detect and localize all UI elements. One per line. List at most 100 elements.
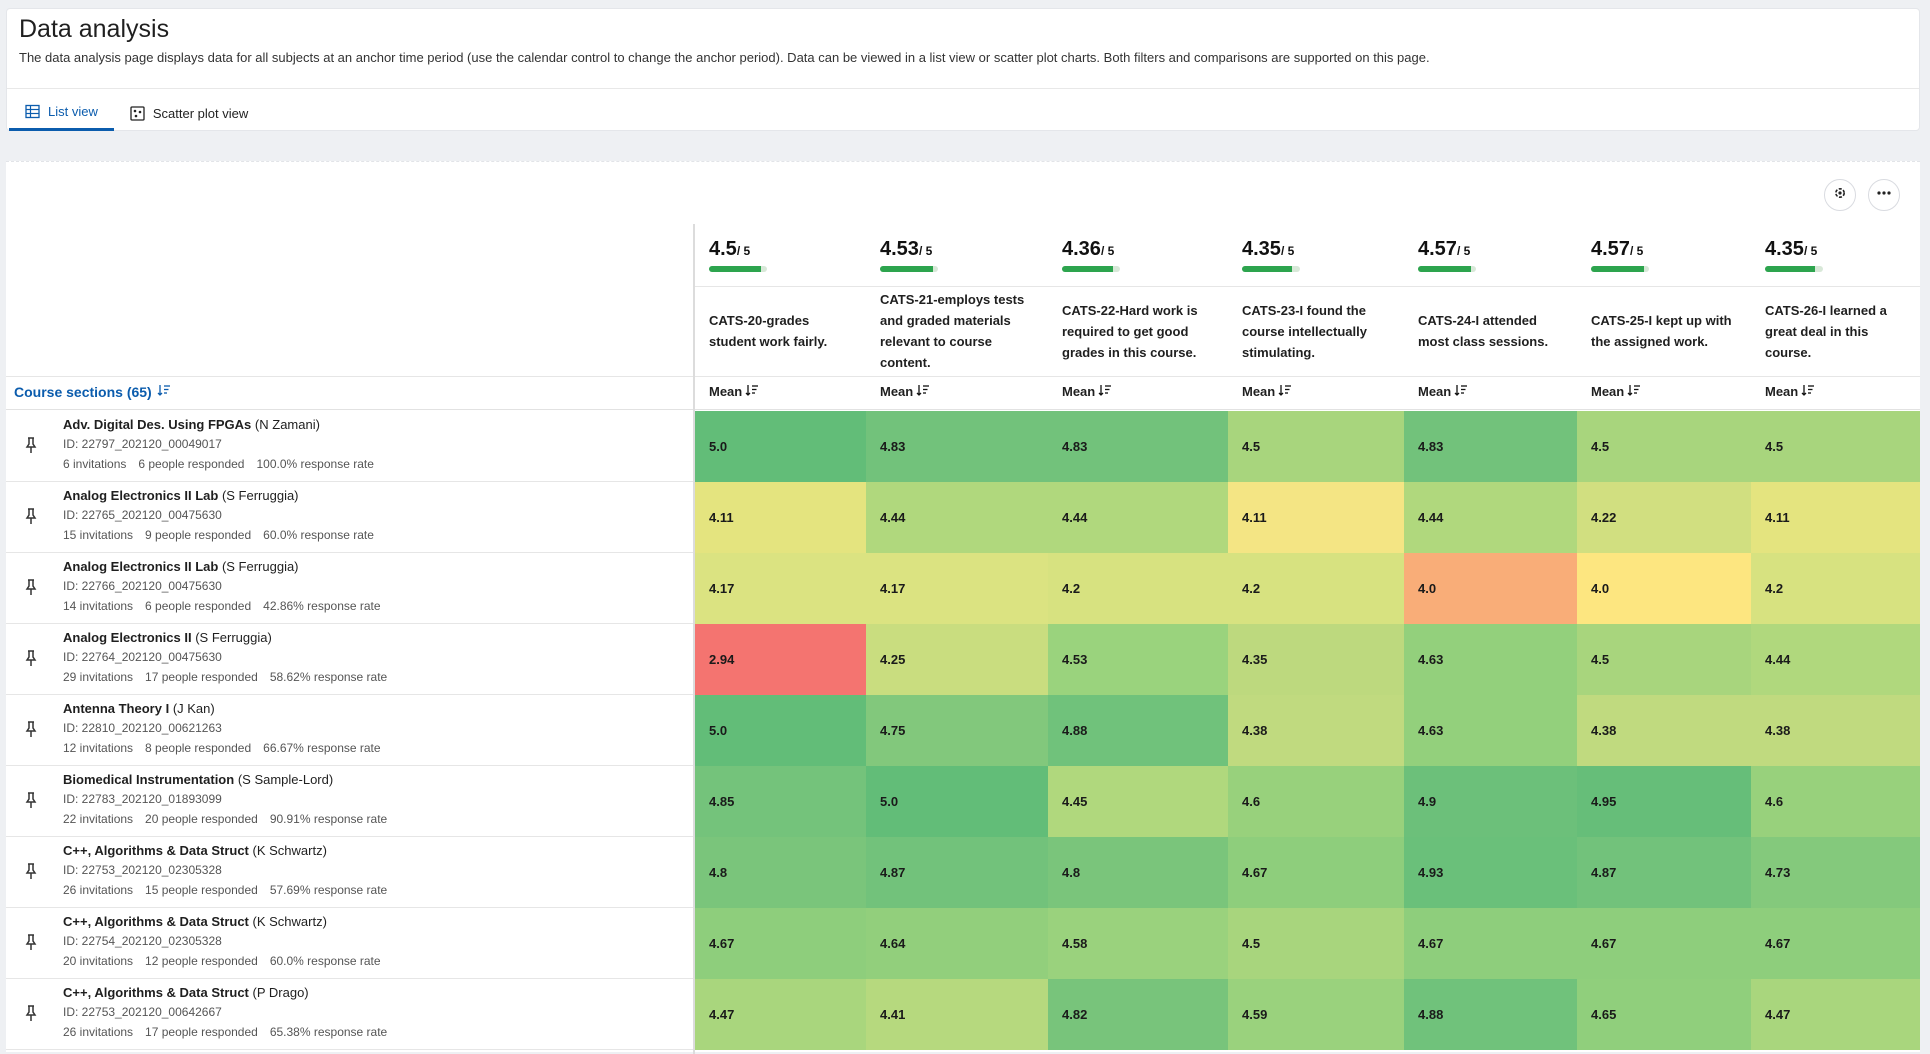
score-cell[interactable]: 4.85 (695, 766, 866, 837)
score-cell[interactable]: 4.38 (1228, 695, 1404, 766)
score-cell[interactable]: 4.6 (1228, 766, 1404, 837)
score-cell[interactable]: 5.0 (695, 411, 866, 482)
score-cell[interactable]: 4.58 (1048, 908, 1228, 979)
question-text: CATS-26-I learned a great deal in this c… (1765, 302, 1887, 360)
score-cell[interactable]: 4.88 (1048, 695, 1228, 766)
score-cell[interactable]: 4.9 (1404, 766, 1577, 837)
mean-sort-header[interactable]: Mean (1242, 383, 1292, 400)
pin-icon[interactable] (25, 862, 37, 880)
score-cell[interactable]: 4.8 (695, 837, 866, 908)
tab-scatter-plot-view[interactable]: Scatter plot view (114, 95, 264, 131)
score-cell[interactable]: 4.63 (1404, 624, 1577, 695)
pin-icon[interactable] (25, 649, 37, 667)
course-title[interactable]: Analog Electronics II (S Ferruggia) (63, 630, 272, 645)
score-cell[interactable]: 4.6 (1751, 766, 1920, 837)
pin-icon[interactable] (25, 507, 37, 525)
score-cell[interactable]: 4.64 (866, 908, 1048, 979)
course-title[interactable]: Analog Electronics II Lab (S Ferruggia) (63, 559, 299, 574)
score-cell[interactable]: 4.82 (1048, 979, 1228, 1050)
score-cell[interactable]: 4.8 (1048, 837, 1228, 908)
score-cell[interactable]: 4.5 (1577, 411, 1751, 482)
score-cell[interactable]: 4.45 (1048, 766, 1228, 837)
score-cell[interactable]: 5.0 (866, 766, 1048, 837)
score-cell[interactable]: 4.67 (695, 908, 866, 979)
score-cell[interactable]: 4.44 (1751, 624, 1920, 695)
pin-icon[interactable] (25, 578, 37, 596)
score-cell[interactable]: 4.95 (1577, 766, 1751, 837)
score-cell[interactable]: 4.22 (1577, 482, 1751, 553)
score-cell[interactable]: 4.67 (1577, 908, 1751, 979)
course-sections-sort[interactable]: Course sections (65) (14, 383, 171, 400)
score-cell[interactable]: 4.67 (1404, 908, 1577, 979)
score-cell[interactable]: 4.2 (1228, 553, 1404, 624)
score-cell[interactable]: 4.11 (1751, 482, 1920, 553)
score-cell[interactable]: 4.65 (1577, 979, 1751, 1050)
scatter-icon (130, 105, 145, 121)
score-cell[interactable]: 4.87 (1577, 837, 1751, 908)
question-score: 4.5/ 5 (709, 238, 751, 260)
score-cell[interactable]: 4.67 (1228, 837, 1404, 908)
score-cell[interactable]: 4.0 (1577, 553, 1751, 624)
course-title[interactable]: Adv. Digital Des. Using FPGAs (N Zamani) (63, 417, 320, 432)
course-title[interactable]: C++, Algorithms & Data Struct (P Drago) (63, 985, 309, 1000)
course-title[interactable]: Analog Electronics II Lab (S Ferruggia) (63, 488, 299, 503)
course-title[interactable]: C++, Algorithms & Data Struct (K Schwart… (63, 914, 327, 929)
score-cell[interactable]: 4.38 (1751, 695, 1920, 766)
score-cell[interactable]: 4.2 (1751, 553, 1920, 624)
score-cell[interactable]: 4.47 (695, 979, 866, 1050)
score-cell[interactable]: 4.83 (866, 411, 1048, 482)
pin-icon[interactable] (25, 791, 37, 809)
score-cell[interactable]: 4.93 (1404, 837, 1577, 908)
score-cell[interactable]: 4.35 (1228, 624, 1404, 695)
score-cell[interactable]: 4.83 (1404, 411, 1577, 482)
score-cell[interactable]: 4.5 (1751, 411, 1920, 482)
pin-icon[interactable] (25, 436, 37, 454)
question-header: 4.53/ 5 CATS-21-employs tests and graded … (866, 224, 1048, 410)
pin-icon[interactable] (25, 720, 37, 738)
score-cell[interactable]: 4.44 (1404, 482, 1577, 553)
mean-sort-header[interactable]: Mean (880, 383, 930, 400)
mean-sort-header[interactable]: Mean (1062, 383, 1112, 400)
course-title[interactable]: Biomedical Instrumentation (S Sample-Lor… (63, 772, 334, 787)
score-cell[interactable]: 4.87 (866, 837, 1048, 908)
mean-sort-header[interactable]: Mean (1765, 383, 1815, 400)
pin-icon[interactable] (25, 933, 37, 951)
score-cell[interactable]: 4.17 (695, 553, 866, 624)
pin-icon[interactable] (25, 1004, 37, 1022)
score-cell[interactable]: 4.63 (1404, 695, 1577, 766)
settings-button[interactable] (1824, 179, 1856, 211)
mean-sort-header[interactable]: Mean (709, 383, 759, 400)
score-cell[interactable]: 4.44 (1048, 482, 1228, 553)
score-cell[interactable]: 5.0 (695, 695, 866, 766)
score-cell[interactable]: 4.73 (1751, 837, 1920, 908)
score-cell[interactable]: 4.44 (866, 482, 1048, 553)
responded-count: 17 people responded (145, 1025, 258, 1039)
score-cell[interactable]: 4.5 (1228, 908, 1404, 979)
score-cell[interactable]: 4.41 (866, 979, 1048, 1050)
score-cell[interactable]: 4.47 (1751, 979, 1920, 1050)
score-cell[interactable]: 4.11 (1228, 482, 1404, 553)
mean-sort-header[interactable]: Mean (1591, 383, 1641, 400)
score-cell[interactable]: 4.25 (866, 624, 1048, 695)
score-cell[interactable]: 4.5 (1577, 624, 1751, 695)
score-cell[interactable]: 4.88 (1404, 979, 1577, 1050)
score-cell[interactable]: 4.59 (1228, 979, 1404, 1050)
score-cell[interactable]: 4.0 (1404, 553, 1577, 624)
score-cell[interactable]: 2.94 (695, 624, 866, 695)
score-cell[interactable]: 4.67 (1751, 908, 1920, 979)
score-cell[interactable]: 4.53 (1048, 624, 1228, 695)
tab-list-view[interactable]: List view (9, 95, 114, 131)
course-title[interactable]: Antenna Theory I (J Kan) (63, 701, 215, 716)
score-cell[interactable]: 4.11 (695, 482, 866, 553)
score-cell[interactable]: 4.75 (866, 695, 1048, 766)
response-rate: 57.69% response rate (269, 883, 388, 897)
score-cell[interactable]: 4.2 (1048, 553, 1228, 624)
score-cell[interactable]: 4.83 (1048, 411, 1228, 482)
score-cell[interactable]: 4.5 (1228, 411, 1404, 482)
course-title[interactable]: C++, Algorithms & Data Struct (K Schwart… (63, 843, 327, 858)
table-row: Analog Electronics II Lab (S Ferruggia) I… (6, 553, 1920, 624)
score-cell[interactable]: 4.38 (1577, 695, 1751, 766)
mean-sort-header[interactable]: Mean (1418, 383, 1468, 400)
score-cell[interactable]: 4.17 (866, 553, 1048, 624)
more-options-button[interactable] (1868, 179, 1900, 211)
